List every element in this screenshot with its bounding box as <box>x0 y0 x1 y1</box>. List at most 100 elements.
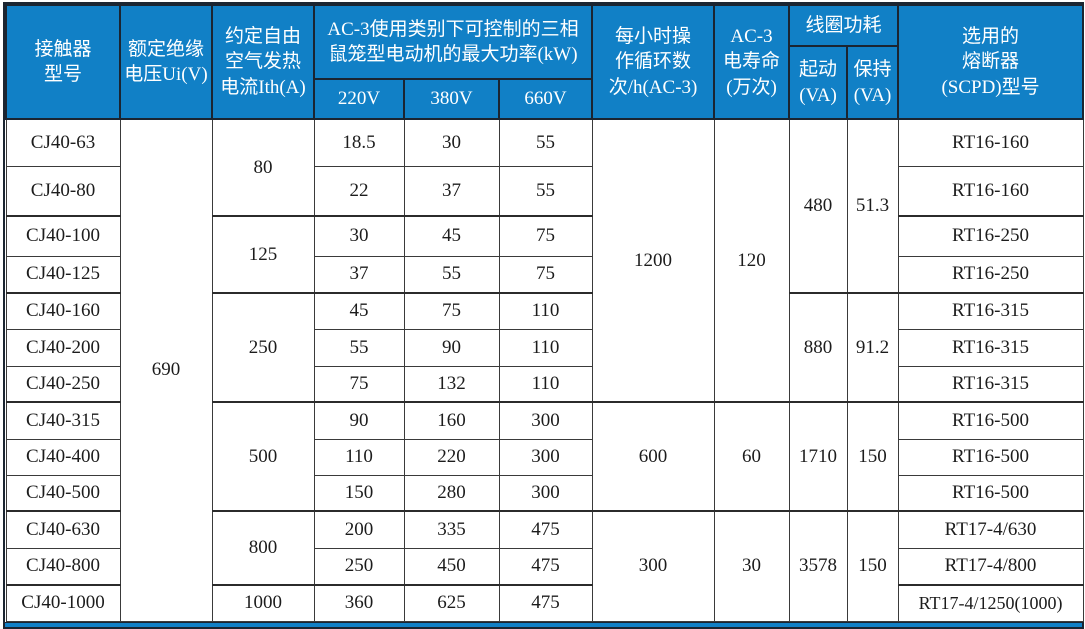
table-row: CJ40-800 250 450 475 RT17-4/800 <box>5 547 1084 586</box>
cell-power-660: 475 <box>498 547 593 586</box>
table-row: CJ40-80 22 37 55 RT16-160 <box>5 165 1084 217</box>
cell-power-660: 75 <box>498 255 593 294</box>
cell-power-660: 300 <box>498 438 593 476</box>
cell-power-660: 475 <box>498 584 593 622</box>
cell-coil-start: 480 <box>788 118 848 294</box>
bottom-accent-bar <box>5 621 1082 627</box>
cell-power-220: 22 <box>313 165 405 217</box>
table-row: CJ40-100 125 30 45 75 RT16-250 <box>5 215 1084 294</box>
cell-ith: 125 <box>211 215 315 294</box>
cell-fuse: RT16-250 <box>897 215 1084 257</box>
col-header-model: 接触器 型号 <box>5 4 121 120</box>
table-row: CJ40-1000 1000 360 625 475 RT17-4/1250(1… <box>5 584 1084 622</box>
cell-model: CJ40-315 <box>5 401 121 440</box>
cell-power-380: 220 <box>403 438 500 476</box>
spec-table: 接触器 型号 额定绝缘 电压Ui(V) 约定自由 空气发热 电流Ith(A) A… <box>5 4 1085 622</box>
cell-coil-start: 1710 <box>788 401 848 512</box>
cell-model: CJ40-400 <box>5 438 121 476</box>
cell-power-660: 55 <box>498 165 593 217</box>
cell-power-380: 45 <box>403 215 500 257</box>
cell-model: CJ40-125 <box>5 255 121 294</box>
cell-power-660: 300 <box>498 474 593 512</box>
cell-power-660: 55 <box>498 118 593 167</box>
col-header-coil-hold: 保持 (VA) <box>846 45 900 120</box>
cell-power-220: 110 <box>313 438 405 476</box>
cell-power-660: 475 <box>498 510 593 549</box>
col-header-380v: 380V <box>403 78 500 120</box>
cell-power-220: 55 <box>313 328 405 367</box>
table-row: CJ40-200 55 90 110 RT16-315 <box>5 328 1084 367</box>
col-header-fuse-type: 选用的 熔断器 (SCPD)型号 <box>897 4 1085 120</box>
cell-fuse: RT16-500 <box>897 401 1084 440</box>
cell-model: CJ40-80 <box>5 165 121 217</box>
cell-power-660: 110 <box>498 328 593 367</box>
cell-cycles: 1200 <box>591 118 715 403</box>
cell-ith: 1000 <box>211 584 315 622</box>
cell-ui-voltage: 690 <box>119 118 213 622</box>
col-header-cycles-per-hour: 每小时操 作循环数 次/h(AC-3) <box>591 4 716 120</box>
cell-model: CJ40-63 <box>5 118 121 167</box>
cell-power-380: 280 <box>403 474 500 512</box>
cell-model: CJ40-630 <box>5 510 121 549</box>
cell-model: CJ40-160 <box>5 292 121 330</box>
cell-life: 120 <box>713 118 790 403</box>
cell-power-220: 45 <box>313 292 405 330</box>
cell-model: CJ40-500 <box>5 474 121 512</box>
cell-model: CJ40-1000 <box>5 584 121 622</box>
cell-fuse: RT16-315 <box>897 365 1084 403</box>
cell-model: CJ40-100 <box>5 215 121 257</box>
cell-ith: 80 <box>211 118 315 217</box>
cell-power-380: 335 <box>403 510 500 549</box>
cell-ith: 800 <box>211 510 315 586</box>
cell-coil-hold: 51.3 <box>846 118 899 294</box>
table-row: CJ40-125 37 55 75 RT16-250 <box>5 255 1084 294</box>
cell-power-380: 450 <box>403 547 500 586</box>
cell-fuse: RT16-500 <box>897 474 1084 512</box>
cell-fuse: RT17-4/1250(1000) <box>897 584 1084 622</box>
cell-fuse: RT16-160 <box>897 165 1084 217</box>
cell-power-220: 360 <box>313 584 405 622</box>
cell-power-380: 30 <box>403 118 500 167</box>
cell-life: 30 <box>713 510 790 622</box>
cell-fuse: RT16-500 <box>897 438 1084 476</box>
cell-coil-hold: 91.2 <box>846 292 899 403</box>
table-row: CJ40-630 800 200 335 475 300 30 3578 150… <box>5 510 1084 622</box>
cell-power-660: 75 <box>498 215 593 257</box>
cell-model: CJ40-800 <box>5 547 121 586</box>
cell-power-220: 18.5 <box>313 118 405 167</box>
cell-power-220: 90 <box>313 401 405 440</box>
col-header-thermal-current: 约定自由 空气发热 电流Ith(A) <box>211 4 315 120</box>
cell-life: 60 <box>713 401 790 512</box>
cell-model: CJ40-200 <box>5 328 121 367</box>
cell-fuse: RT16-315 <box>897 292 1084 330</box>
cell-coil-hold: 150 <box>846 510 899 622</box>
cell-fuse: RT16-160 <box>897 118 1084 167</box>
col-header-coil-consumption: 线圈功耗 <box>788 4 900 47</box>
col-header-660v: 660V <box>497 78 594 120</box>
cell-power-380: 625 <box>403 584 500 622</box>
cell-fuse: RT17-4/800 <box>897 547 1084 586</box>
cell-power-380: 37 <box>403 165 500 217</box>
table-row: CJ40-400 110 220 300 RT16-500 <box>5 438 1084 476</box>
table-row: CJ40-160 250 45 75 110 880 91.2 RT16-315 <box>5 292 1084 403</box>
cell-ith: 500 <box>211 401 315 512</box>
cell-power-380: 90 <box>403 328 500 367</box>
cell-coil-start: 3578 <box>788 510 848 622</box>
cell-power-220: 37 <box>313 255 405 294</box>
cell-power-380: 160 <box>403 401 500 440</box>
table-row: CJ40-315 500 90 160 300 600 60 1710 150 … <box>5 401 1084 512</box>
col-header-220v: 220V <box>313 78 405 120</box>
col-header-motor-power-group: AC-3使用类别下可控制的三相 鼠笼型电动机的最大功率(kW) <box>312 4 594 80</box>
col-header-electrical-life: AC-3 电寿命 (万次) <box>713 4 791 120</box>
col-header-coil-start: 起动 (VA) <box>788 45 849 120</box>
cell-power-220: 30 <box>313 215 405 257</box>
cell-power-660: 110 <box>498 292 593 330</box>
cell-power-660: 110 <box>498 365 593 403</box>
cell-model: CJ40-250 <box>5 365 121 403</box>
cell-power-660: 300 <box>498 401 593 440</box>
cell-power-220: 150 <box>313 474 405 512</box>
cell-power-220: 200 <box>313 510 405 549</box>
table-row: CJ40-63 690 80 18.5 30 55 1200 120 480 5… <box>5 118 1084 622</box>
cell-coil-start: 880 <box>788 292 848 403</box>
cell-fuse: RT17-4/630 <box>897 510 1084 549</box>
